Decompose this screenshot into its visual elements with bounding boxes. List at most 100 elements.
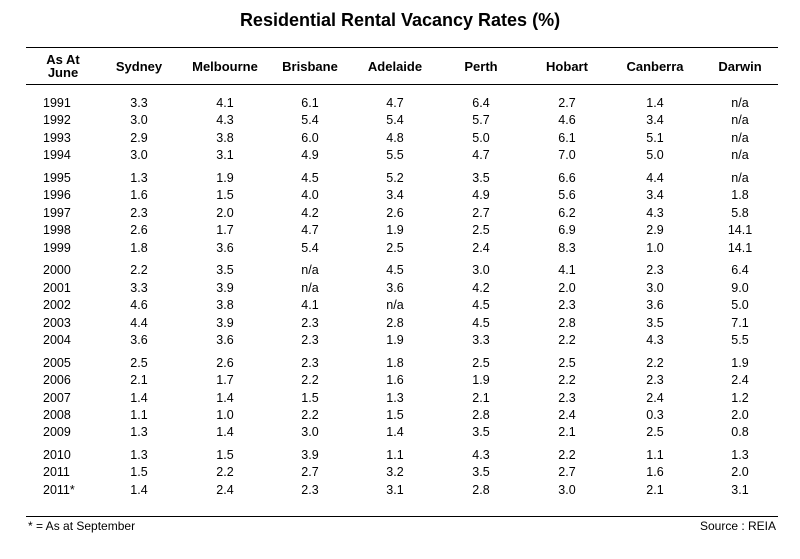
year-cell: 2002 <box>43 298 71 313</box>
value-cell: 4.2 <box>301 205 319 220</box>
value-cell: 6.0 <box>301 130 319 145</box>
value-cell: 3.5 <box>646 315 664 330</box>
value-cell: 2.6 <box>386 205 404 220</box>
value-cell: 3.6 <box>130 333 148 348</box>
value-cell: 4.6 <box>130 298 148 313</box>
value-cell: 1.9 <box>731 355 749 370</box>
value-cell: n/a <box>301 280 319 295</box>
year-cell: 2001 <box>43 280 71 295</box>
value-cell: 5.2 <box>386 170 404 185</box>
value-cell: 5.4 <box>386 113 404 128</box>
value-cell: 5.8 <box>731 205 749 220</box>
value-cell: 2.6 <box>130 223 148 238</box>
column-header: Sydney <box>115 58 163 74</box>
value-cell: 2.1 <box>130 373 148 388</box>
value-cell: 5.5 <box>386 148 404 163</box>
year-cell: 2009 <box>43 425 71 440</box>
year-cell: 2000 <box>43 263 71 278</box>
value-cell: 6.4 <box>472 96 490 110</box>
value-cell: 2.2 <box>301 373 319 388</box>
value-cell: 1.0 <box>646 240 664 255</box>
value-cell: 1.1 <box>646 447 664 462</box>
value-cell: 1.9 <box>216 170 234 185</box>
value-cell: 2.7 <box>558 96 576 110</box>
value-cell: 2.1 <box>472 390 490 405</box>
value-cell: 2.5 <box>472 355 490 370</box>
value-cell: 3.9 <box>301 447 319 462</box>
value-cell: 2.3 <box>301 482 319 497</box>
value-cell: 1.4 <box>216 390 234 405</box>
value-cell: 2.5 <box>558 355 576 370</box>
value-cell: 4.9 <box>301 148 319 163</box>
value-cell: 3.2 <box>386 465 404 480</box>
value-cell: 1.4 <box>386 425 404 440</box>
value-cell: 2.2 <box>558 447 576 462</box>
value-cell: 7.1 <box>731 315 749 330</box>
value-cell: 4.7 <box>472 148 490 163</box>
value-cell: 2.2 <box>301 407 319 422</box>
value-cell: 2.2 <box>216 465 234 480</box>
value-cell: 3.0 <box>472 263 490 278</box>
value-cell: 3.0 <box>130 148 148 163</box>
value-cell: 1.9 <box>386 223 404 238</box>
year-cell: 2006 <box>43 373 71 388</box>
value-cell: 5.0 <box>472 130 490 145</box>
value-cell: 1.5 <box>216 447 234 462</box>
value-cell: 4.5 <box>301 170 319 185</box>
year-cell: 2008 <box>43 407 71 422</box>
value-cell: 3.0 <box>646 280 664 295</box>
value-cell: 1.9 <box>472 373 490 388</box>
value-cell: 2.4 <box>731 373 749 388</box>
value-cell: 4.1 <box>301 298 319 313</box>
value-cell: 1.9 <box>386 333 404 348</box>
value-cell: 1.4 <box>646 96 664 110</box>
value-cell: 4.7 <box>386 96 404 110</box>
value-cell: 1.2 <box>731 390 749 405</box>
value-cell: 2.2 <box>558 333 576 348</box>
value-cell: 1.1 <box>386 447 404 462</box>
value-cell: 4.3 <box>646 333 664 348</box>
value-cell: 2.8 <box>386 315 404 330</box>
value-cell: 2.7 <box>301 465 319 480</box>
year-cell: 1995 <box>43 170 71 185</box>
year-cell: 2011* <box>43 482 75 497</box>
value-cell: 9.0 <box>731 280 749 295</box>
value-cell: 3.5 <box>216 263 234 278</box>
value-cell: 6.9 <box>558 223 576 238</box>
column-header: As At June <box>46 52 80 80</box>
value-cell: 0.3 <box>646 407 664 422</box>
value-cell: 14.1 <box>727 223 753 238</box>
value-cell: 3.0 <box>558 482 576 497</box>
value-cell: 2.5 <box>130 355 148 370</box>
value-cell: 1.8 <box>130 240 148 255</box>
value-cell: 2.2 <box>130 263 148 278</box>
value-cell: 1.3 <box>130 447 148 462</box>
value-cell: 2.4 <box>646 390 664 405</box>
table-title: Residential Rental Vacancy Rates (%) <box>239 10 561 30</box>
value-cell: 3.3 <box>130 280 148 295</box>
value-cell: 3.6 <box>646 298 664 313</box>
value-cell: 6.1 <box>558 130 576 145</box>
value-cell: 3.5 <box>472 465 490 480</box>
year-cell: 1992 <box>43 113 71 128</box>
value-cell: 1.3 <box>386 390 404 405</box>
value-cell: 3.8 <box>216 298 234 313</box>
value-cell: n/a <box>731 170 749 185</box>
value-cell: 2.3 <box>646 373 664 388</box>
value-cell: n/a <box>731 96 749 110</box>
value-cell: 2.0 <box>558 280 576 295</box>
column-header: Darwin <box>718 58 762 74</box>
year-cell: 1996 <box>43 188 71 203</box>
year-cell: 2004 <box>43 333 71 348</box>
header-top-rule <box>26 47 778 48</box>
value-cell: 2.4 <box>558 407 576 422</box>
value-cell: 1.4 <box>216 425 234 440</box>
value-cell: 4.3 <box>472 447 490 462</box>
value-cell: 2.8 <box>558 315 576 330</box>
value-cell: 3.1 <box>731 482 749 497</box>
value-cell: 2.5 <box>646 425 664 440</box>
value-cell: 2.3 <box>301 333 319 348</box>
value-cell: 4.6 <box>558 113 576 128</box>
value-cell: 3.0 <box>301 425 319 440</box>
value-cell: 5.5 <box>731 333 749 348</box>
